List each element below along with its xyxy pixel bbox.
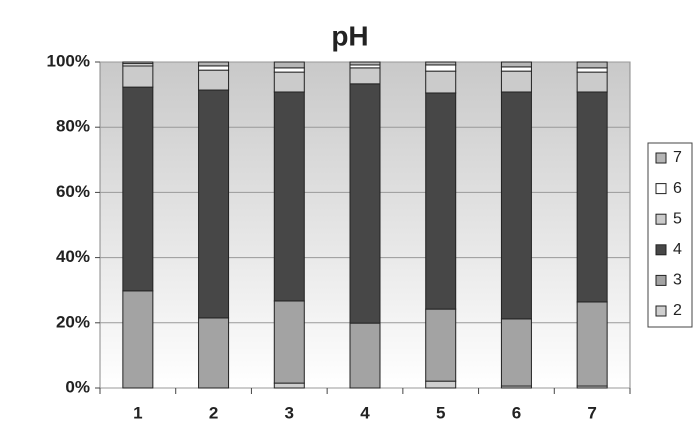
bar-segment: [273, 382, 305, 389]
legend-swatch: [655, 274, 667, 286]
bar-segment: [425, 92, 457, 310]
bar-segment: [122, 61, 154, 65]
legend-label: 4: [673, 241, 682, 258]
bar-segment: [425, 308, 457, 382]
y-tick-label: 0%: [65, 377, 90, 396]
bar-segment: [425, 61, 457, 66]
bar-segment: [273, 91, 305, 302]
legend-swatch: [655, 213, 667, 225]
x-tick-label: 4: [360, 403, 370, 422]
x-tick-label: 1: [133, 403, 142, 422]
y-tick-label: 40%: [56, 247, 90, 266]
bar-segment: [500, 61, 532, 68]
x-tick-label: 5: [436, 403, 445, 422]
x-tick-label: 7: [587, 403, 596, 422]
bar-segment: [349, 61, 381, 66]
bar-segment: [576, 91, 608, 303]
bar-segment: [500, 70, 532, 93]
legend-swatch: [655, 152, 667, 164]
bar-segment: [349, 67, 381, 85]
bar-segment: [425, 70, 457, 94]
bar-segment: [500, 66, 532, 72]
bar-segment: [349, 83, 381, 324]
bar-segment: [273, 71, 305, 93]
bar-segment: [576, 71, 608, 93]
bar-segment: [273, 61, 305, 69]
legend-label: 2: [673, 302, 682, 319]
legend-label: 5: [673, 210, 682, 227]
bar-segment: [122, 65, 154, 88]
legend-label: 3: [673, 272, 682, 289]
legend-box: [647, 142, 693, 328]
legend-swatch: [655, 183, 667, 195]
bar-segment: [273, 300, 305, 384]
bar-segment: [349, 322, 381, 389]
x-tick-label: 2: [209, 403, 218, 422]
chart-title: pH: [331, 20, 368, 51]
legend-swatch: [655, 305, 667, 317]
bar-segment: [198, 65, 230, 71]
bar-segment: [273, 67, 305, 73]
y-tick-label: 80%: [56, 117, 90, 136]
bar-segment: [122, 86, 154, 292]
x-tick-label: 6: [512, 403, 521, 422]
bar-segment: [500, 91, 532, 320]
bar-segment: [576, 301, 608, 387]
legend-swatch: [655, 244, 667, 256]
bar-segment: [198, 69, 230, 91]
legend-label: 6: [673, 180, 682, 197]
bar-segment: [122, 290, 154, 389]
bar-segment: [198, 317, 230, 389]
y-tick-label: 100%: [47, 51, 90, 70]
bar-segment: [198, 89, 230, 319]
y-tick-label: 20%: [56, 312, 90, 331]
bar-segment: [500, 318, 532, 387]
bar-segment: [425, 64, 457, 72]
bar-segment: [576, 67, 608, 73]
y-tick-label: 60%: [56, 182, 90, 201]
bar-segment: [425, 380, 457, 389]
bar-segment: [198, 61, 230, 67]
bar-segment: [576, 61, 608, 69]
legend-label: 7: [673, 149, 682, 166]
x-tick-label: 3: [285, 403, 294, 422]
